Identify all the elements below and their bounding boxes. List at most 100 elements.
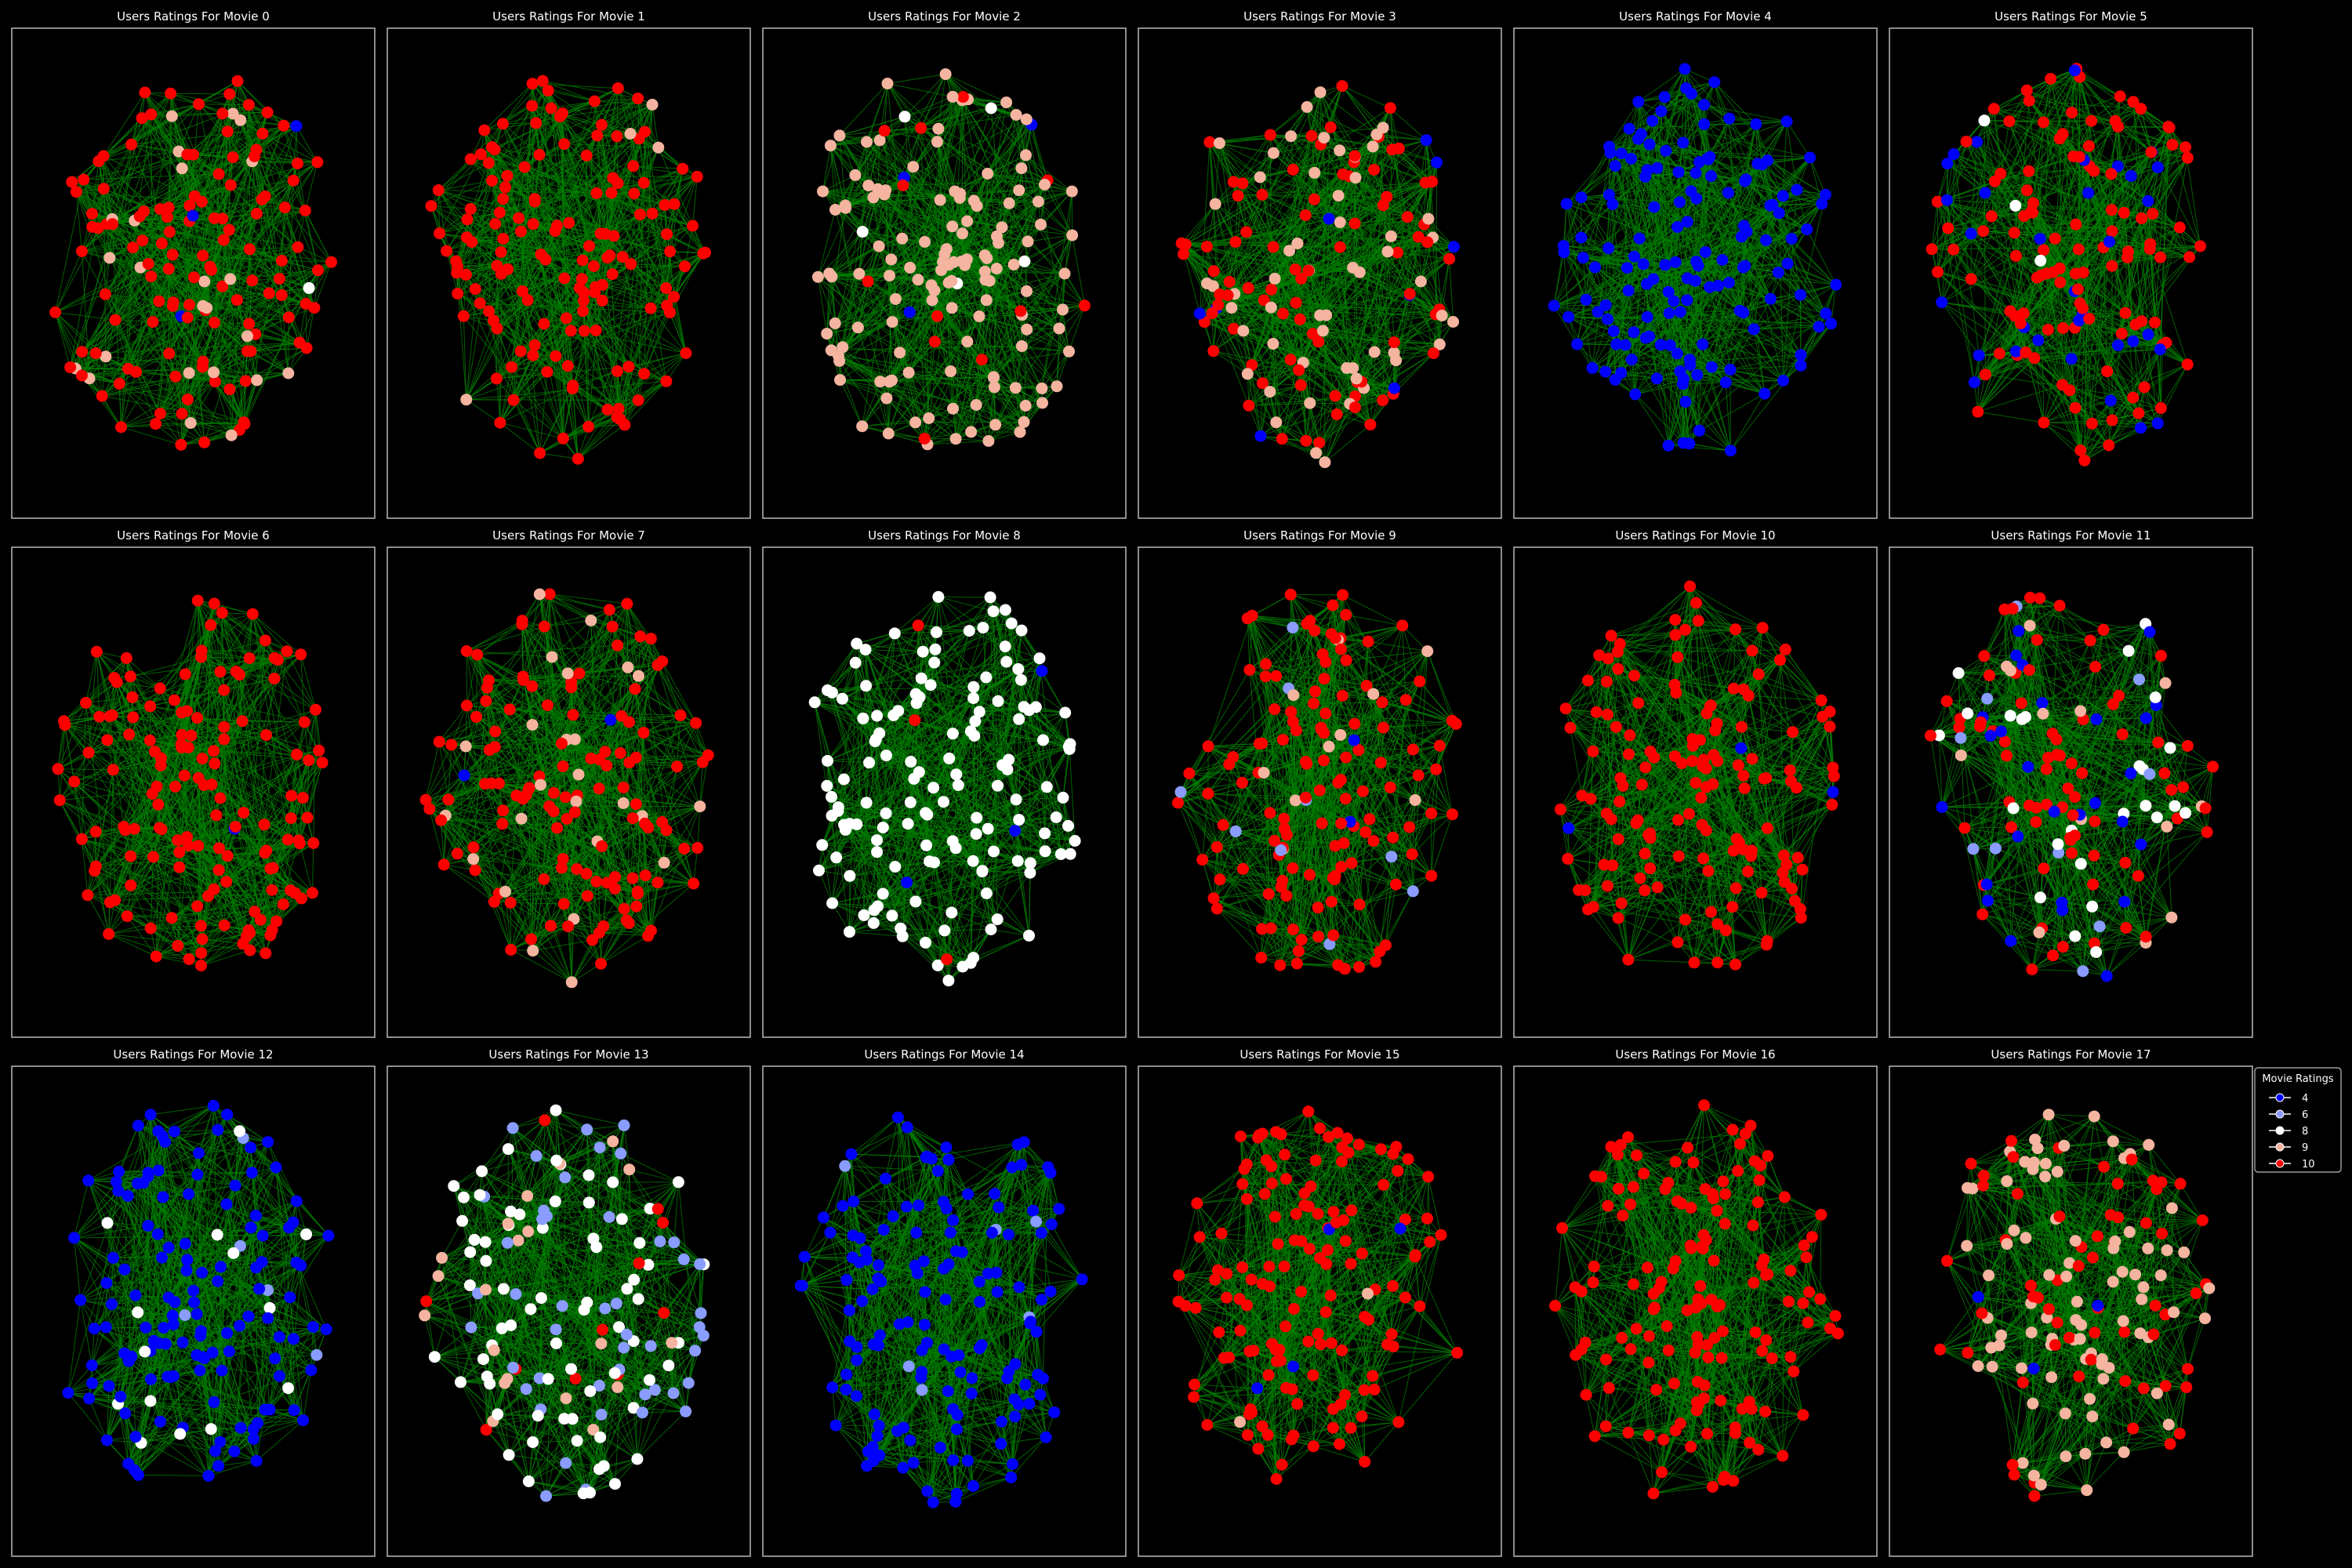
user-node bbox=[521, 294, 534, 307]
user-node bbox=[474, 148, 487, 161]
network-edge bbox=[102, 380, 246, 397]
network-edge bbox=[92, 103, 199, 214]
user-node bbox=[996, 221, 1008, 234]
user-node bbox=[290, 120, 303, 132]
user-node bbox=[457, 310, 470, 322]
user-node bbox=[238, 418, 251, 430]
user-node bbox=[982, 168, 994, 180]
user-node bbox=[878, 125, 891, 137]
user-node bbox=[881, 78, 894, 90]
user-node bbox=[441, 245, 453, 257]
user-node bbox=[1010, 109, 1022, 121]
panel-title: Users Ratings For Movie 2 bbox=[868, 9, 1021, 24]
user-node bbox=[949, 433, 962, 445]
user-node bbox=[1078, 299, 1091, 312]
user-node bbox=[644, 302, 657, 314]
user-node bbox=[945, 365, 957, 378]
user-node bbox=[528, 193, 541, 205]
user-node bbox=[136, 234, 149, 247]
user-node bbox=[934, 194, 946, 206]
network-edge bbox=[169, 306, 173, 354]
network-edge bbox=[136, 353, 169, 372]
network-edge bbox=[75, 368, 289, 374]
user-node bbox=[973, 310, 985, 322]
user-node bbox=[1018, 255, 1031, 267]
user-node bbox=[217, 234, 230, 246]
user-node bbox=[187, 148, 200, 161]
user-node bbox=[557, 432, 569, 445]
user-node bbox=[834, 374, 846, 387]
user-node bbox=[515, 225, 527, 238]
user-node bbox=[919, 236, 931, 248]
user-node bbox=[564, 325, 577, 337]
user-node bbox=[127, 241, 139, 254]
user-node bbox=[113, 377, 125, 390]
user-node bbox=[604, 249, 616, 262]
user-node bbox=[49, 306, 62, 318]
user-node bbox=[534, 447, 546, 459]
network-edge bbox=[151, 114, 194, 155]
network-panel: Users Ratings For Movie 1 bbox=[387, 9, 751, 519]
user-node bbox=[89, 347, 102, 360]
user-node bbox=[594, 227, 607, 240]
user-node bbox=[75, 369, 88, 382]
user-node bbox=[99, 288, 111, 300]
user-node bbox=[646, 207, 659, 220]
user-node bbox=[668, 198, 681, 210]
user-node bbox=[85, 208, 98, 220]
user-node bbox=[245, 345, 257, 358]
user-node bbox=[243, 318, 256, 330]
network-edge bbox=[170, 93, 188, 155]
user-node bbox=[162, 263, 175, 275]
network-edge bbox=[247, 347, 307, 352]
user-node bbox=[495, 246, 507, 258]
user-node bbox=[198, 436, 211, 448]
network-edge bbox=[114, 319, 136, 372]
user-node bbox=[96, 390, 108, 402]
user-node bbox=[139, 86, 151, 99]
user-node bbox=[918, 433, 931, 445]
user-node bbox=[530, 117, 543, 129]
user-node bbox=[1015, 162, 1028, 175]
user-node bbox=[145, 270, 158, 283]
network-edge bbox=[81, 251, 106, 295]
user-node bbox=[497, 193, 510, 205]
user-node bbox=[184, 417, 197, 429]
user-node bbox=[275, 289, 288, 301]
user-node bbox=[1063, 345, 1075, 358]
user-node bbox=[460, 231, 473, 244]
user-node bbox=[956, 91, 969, 103]
user-node bbox=[677, 162, 689, 175]
network-edge bbox=[299, 303, 307, 343]
user-node bbox=[187, 209, 199, 222]
network-edge bbox=[160, 413, 205, 443]
user-node bbox=[856, 420, 869, 433]
user-node bbox=[204, 260, 216, 273]
user-node bbox=[821, 328, 833, 340]
user-node bbox=[507, 394, 520, 406]
user-node bbox=[577, 295, 590, 307]
user-node bbox=[679, 260, 691, 273]
user-node bbox=[494, 416, 506, 429]
user-node bbox=[885, 253, 898, 266]
user-node bbox=[526, 78, 539, 90]
user-node bbox=[165, 87, 177, 100]
user-node bbox=[882, 427, 895, 440]
user-node bbox=[889, 292, 902, 305]
user-node bbox=[627, 160, 640, 172]
user-node bbox=[223, 88, 236, 100]
user-node bbox=[839, 199, 851, 212]
user-node bbox=[261, 106, 274, 118]
user-node bbox=[946, 220, 959, 233]
user-node bbox=[961, 336, 974, 348]
user-node bbox=[578, 325, 590, 337]
user-node bbox=[278, 119, 290, 132]
user-node bbox=[533, 148, 546, 161]
user-node bbox=[633, 209, 646, 221]
user-node bbox=[491, 322, 503, 335]
network-edge bbox=[144, 92, 180, 152]
user-node bbox=[1035, 218, 1047, 230]
user-node bbox=[142, 258, 154, 270]
user-node bbox=[1039, 179, 1051, 191]
user-node bbox=[601, 404, 614, 416]
